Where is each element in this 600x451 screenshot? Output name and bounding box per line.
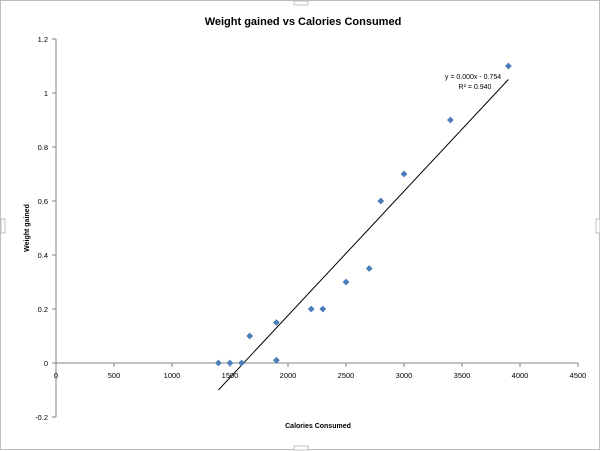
data-point [307, 305, 315, 313]
x-tick-label: 0 [54, 371, 58, 380]
data-point [226, 359, 234, 367]
resize-handle-bottom[interactable] [293, 445, 309, 451]
x-tick-label: 1000 [164, 371, 181, 380]
x-tick-label: 3500 [454, 371, 471, 380]
y-axis-title: Weight gained [24, 204, 31, 252]
data-point [400, 170, 408, 178]
data-points [215, 62, 512, 367]
x-tick-label: 3000 [396, 371, 413, 380]
resize-handle-left[interactable] [1, 218, 6, 234]
data-point [342, 278, 350, 286]
axes [55, 39, 578, 417]
resize-handle-right[interactable] [595, 218, 600, 234]
y-tick-label: 0.8 [38, 143, 48, 152]
x-tick-label: 500 [108, 371, 121, 380]
data-point [246, 332, 254, 340]
x-axis-title: Calories Consumed [285, 423, 351, 430]
x-tick-label: 1500 [222, 371, 239, 380]
data-point [505, 62, 512, 70]
data-point [215, 359, 222, 367]
chart-title: Weight gained vs Calories Consumed [205, 16, 402, 28]
trendline-r-squared: R² = 0.940 [459, 84, 492, 91]
y-tick-label: 1 [44, 89, 48, 98]
data-point [238, 359, 245, 367]
data-point [447, 116, 454, 124]
y-tick-label: 0 [44, 359, 48, 368]
trendline [218, 79, 509, 391]
y-tick-label: 0.4 [38, 251, 48, 260]
data-point [273, 319, 280, 326]
trendline-group [218, 79, 509, 391]
y-tick-label: 0.6 [38, 197, 48, 206]
y-tick-label: 0.2 [38, 305, 48, 314]
x-tick-label: 2000 [280, 371, 297, 380]
x-tick-label: 4000 [512, 371, 529, 380]
data-point [377, 197, 385, 205]
x-tick-label: 4500 [570, 371, 587, 380]
data-point [273, 356, 280, 364]
resize-handle-top[interactable] [293, 1, 309, 6]
y-tick-label: -0.2 [35, 413, 48, 422]
trendline-equation: y = 0.000x - 0.754 [445, 74, 501, 81]
y-axis-ticks: -0.2 0 0.2 0.4 0.6 0.8 1 1.2 [35, 35, 56, 422]
x-tick-label: 2500 [338, 371, 355, 380]
y-tick-label: 1.2 [38, 35, 48, 44]
data-point [319, 305, 327, 313]
x-axis-ticks: 0 500 1000 1500 2000 2500 3000 3500 4000 4500 [54, 363, 586, 380]
data-point [365, 265, 373, 272]
